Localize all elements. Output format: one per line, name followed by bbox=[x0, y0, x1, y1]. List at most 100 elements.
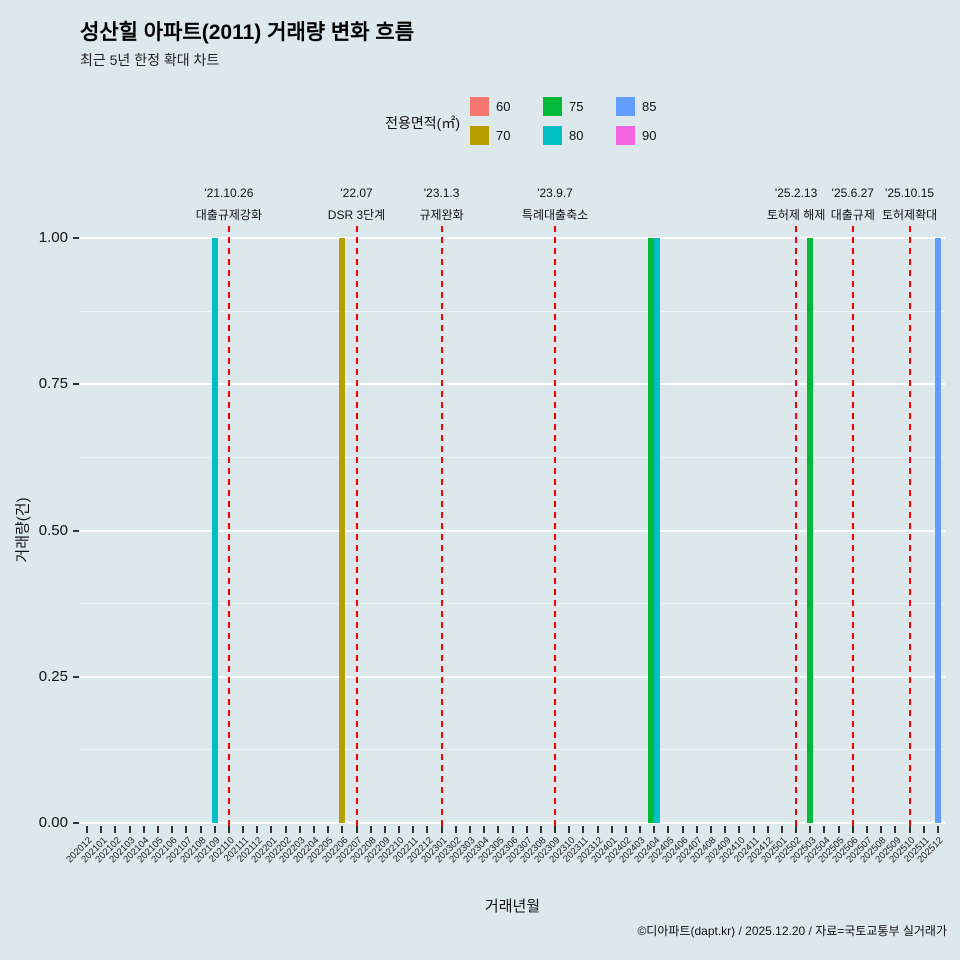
legend-label-85: 85 bbox=[642, 99, 657, 114]
x-axis-tick-mark bbox=[724, 826, 727, 833]
x-axis-tick-mark bbox=[185, 826, 188, 833]
x-axis-tick-mark bbox=[227, 826, 230, 833]
x-axis-tick-mark bbox=[568, 826, 571, 833]
annotation-line-202506 bbox=[851, 226, 854, 829]
x-axis-tick-mark bbox=[497, 826, 500, 833]
legend-label-70: 70 bbox=[496, 128, 511, 143]
x-axis-tick-mark bbox=[908, 826, 911, 833]
gridline-major bbox=[80, 237, 945, 239]
legend-swatch-70 bbox=[470, 126, 489, 145]
x-axis-tick-mark bbox=[780, 826, 783, 833]
x-axis-tick-mark bbox=[851, 826, 854, 833]
legend-label-80: 80 bbox=[569, 128, 584, 143]
annotation-date: '25.10.15 bbox=[885, 186, 935, 200]
x-axis-tick-mark bbox=[199, 826, 202, 833]
annotation-line-202110 bbox=[227, 226, 230, 829]
x-axis-title: 거래년월 bbox=[484, 898, 541, 915]
x-axis-tick-mark bbox=[823, 826, 826, 833]
x-axis-tick-mark bbox=[327, 826, 330, 833]
legend-label-90: 90 bbox=[642, 128, 657, 143]
x-axis-tick-mark bbox=[270, 826, 273, 833]
annotation-label: 대출규제 bbox=[830, 208, 875, 222]
bar-202404-80 bbox=[654, 238, 661, 823]
x-axis-tick-mark bbox=[866, 826, 868, 833]
x-axis-tick-mark bbox=[440, 826, 443, 833]
bar-202206-70 bbox=[339, 238, 346, 823]
legend-swatch-60 bbox=[470, 97, 489, 116]
x-axis-tick-mark bbox=[667, 826, 670, 833]
annotation-label: 특례대출축소 bbox=[521, 208, 589, 222]
x-axis-tick-mark bbox=[511, 826, 514, 833]
x-axis-tick-mark bbox=[596, 826, 599, 833]
x-axis-tick-mark bbox=[242, 826, 245, 833]
x-axis-tick-mark bbox=[653, 826, 656, 833]
x-axis-tick-mark bbox=[213, 826, 216, 833]
gridline-minor bbox=[80, 456, 945, 458]
legend-swatch-85 bbox=[616, 97, 635, 116]
annotation-label: 규제완화 bbox=[419, 208, 464, 222]
y-axis-tick-mark bbox=[73, 529, 79, 532]
annotation-label: 토허제 해제 bbox=[766, 208, 826, 222]
annotation-line-202510 bbox=[908, 226, 911, 829]
x-axis-tick-mark bbox=[312, 826, 315, 833]
annotation-date: '23.1.3 bbox=[423, 186, 460, 200]
annotation-date: '25.2.13 bbox=[774, 186, 818, 200]
x-axis-tick-mark bbox=[738, 826, 741, 833]
annotation-label: 토허제확대 bbox=[881, 208, 938, 222]
annotation-date: '25.6.27 bbox=[831, 186, 874, 200]
x-axis-tick-mark bbox=[795, 826, 798, 833]
annotation-date: '21.10.26 bbox=[204, 186, 254, 200]
x-axis-tick-mark bbox=[128, 826, 131, 833]
x-axis-tick-mark bbox=[369, 826, 372, 833]
x-axis-tick-mark bbox=[468, 826, 471, 833]
x-axis-tick-mark bbox=[766, 826, 769, 833]
x-axis-tick-mark bbox=[624, 826, 627, 833]
annotation-date: '22.07 bbox=[340, 186, 373, 200]
x-axis-tick-mark bbox=[398, 826, 401, 833]
x-axis-tick-mark bbox=[86, 826, 89, 833]
annotation-line-202309 bbox=[554, 226, 557, 829]
x-axis-tick-mark bbox=[539, 826, 542, 833]
bar-202512-85 bbox=[934, 238, 941, 823]
y-axis-tick-mark bbox=[73, 675, 79, 678]
x-axis-tick-mark bbox=[341, 826, 344, 833]
x-axis-tick-mark bbox=[114, 826, 117, 833]
annotation-line-202301 bbox=[440, 226, 443, 829]
gridline-major bbox=[80, 383, 945, 386]
x-axis-tick-mark bbox=[710, 826, 713, 833]
x-axis-tick-mark bbox=[681, 826, 684, 833]
x-axis-tick-mark bbox=[639, 826, 642, 833]
x-axis-tick-mark bbox=[483, 826, 486, 833]
y-axis-tick-mark bbox=[73, 237, 79, 239]
x-axis-tick-mark bbox=[426, 826, 429, 833]
gridline-major bbox=[80, 675, 945, 678]
gridline-minor bbox=[80, 749, 945, 751]
gridline-minor bbox=[80, 603, 945, 605]
annotation-date: '23.9.7 bbox=[537, 186, 573, 200]
x-axis-tick-mark bbox=[383, 826, 386, 833]
x-axis-tick-mark bbox=[355, 826, 358, 833]
x-axis-tick-mark bbox=[922, 826, 925, 833]
y-axis-tick-label: 0.25 bbox=[38, 667, 68, 685]
x-axis-tick-mark bbox=[171, 826, 174, 833]
y-axis-tick-mark bbox=[73, 822, 79, 824]
footer-credit: ©디아파트(dapt.kr) / 2025.12.20 / 자료=국토교통부 실… bbox=[637, 924, 947, 938]
legend-swatch-90 bbox=[616, 126, 635, 145]
gridline-major bbox=[80, 822, 945, 824]
legend-label-75: 75 bbox=[569, 99, 584, 114]
y-axis-tick-mark bbox=[73, 383, 79, 386]
x-axis-tick-mark bbox=[936, 826, 939, 833]
annotation-line-202207 bbox=[355, 226, 358, 829]
y-axis-tick-label: 0.00 bbox=[38, 814, 68, 831]
x-axis-tick-mark bbox=[454, 826, 457, 833]
x-axis-tick-mark bbox=[610, 826, 613, 833]
x-axis-tick-mark bbox=[100, 826, 103, 833]
bar-202503-75 bbox=[807, 238, 814, 823]
legend-swatch-80 bbox=[543, 126, 562, 145]
x-axis-tick-mark bbox=[880, 826, 883, 833]
annotation-line-202502 bbox=[795, 226, 798, 829]
x-axis-tick-mark bbox=[752, 826, 755, 833]
x-axis-tick-mark bbox=[284, 826, 287, 833]
